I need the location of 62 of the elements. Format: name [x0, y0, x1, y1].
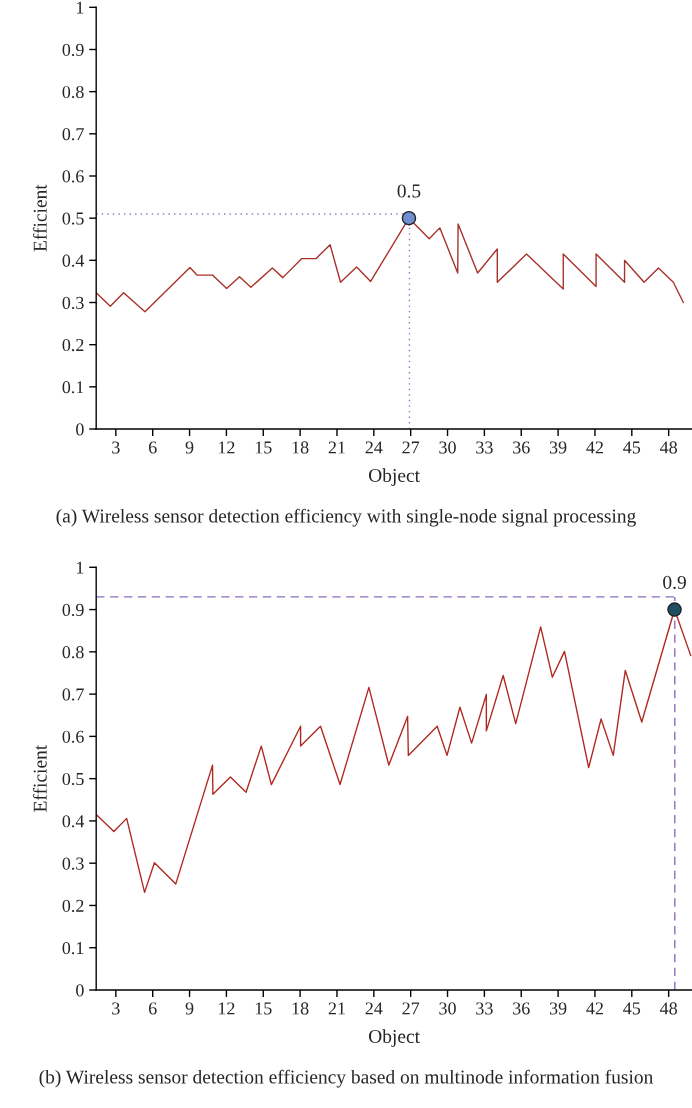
- y-tick-label: 0.1: [62, 941, 84, 955]
- y-tick-label: 0.9: [62, 43, 84, 56]
- y-tick-label: 0.2: [62, 899, 84, 912]
- y-tick-label: 1: [76, 561, 84, 574]
- x-tick-label: 48: [659, 1002, 677, 1015]
- y-tick-label: 0.5: [62, 212, 84, 225]
- x-tick-label: 27: [402, 1002, 420, 1015]
- x-tick-label: 30: [439, 441, 456, 454]
- y-tick-label: 0.8: [62, 85, 84, 99]
- x-tick-label: 12: [218, 441, 235, 454]
- y-tick-label: 0.3: [62, 857, 84, 870]
- annotation: 0.5: [397, 184, 421, 198]
- x-tick-label: 45: [623, 1002, 641, 1015]
- x-tick-label: 45: [623, 441, 641, 454]
- annotation: 0.9: [663, 575, 686, 590]
- y-tick-label: 0: [76, 423, 84, 436]
- y-tick-label: 0: [76, 984, 84, 997]
- x-tick-label: 39: [549, 1002, 567, 1015]
- x-tick-label: 33: [476, 441, 493, 454]
- x-tick-label: 24: [365, 1002, 383, 1015]
- text: (b) Wireless sensor detection efficiency based on multinode information fusion: [39, 1069, 654, 1088]
- x-tick-label: 12: [218, 1002, 235, 1015]
- x-tick-label: 21: [328, 1002, 345, 1015]
- x-tick-label: 6: [148, 441, 157, 454]
- text: (a) Wireless sensor detection efficiency with single-node signal processing: [56, 508, 636, 527]
- x-tick-label: 3: [112, 441, 120, 454]
- y-tick-label: 0.9: [62, 603, 84, 617]
- y-tick-label: 0.7: [62, 688, 84, 701]
- x-tick-label: 18: [292, 441, 309, 454]
- y-tick-label: 0.6: [62, 730, 84, 743]
- x-tick-label: 36: [513, 1002, 530, 1015]
- x-axis-title: Object: [368, 468, 420, 486]
- y-axis-title: Efficient: [32, 744, 47, 812]
- x-tick-label: 15: [255, 1002, 272, 1015]
- x-tick-label: 15: [255, 441, 272, 454]
- x-tick-label: 6: [148, 1002, 157, 1015]
- x-tick-label: 39: [549, 441, 567, 454]
- x-tick-label: 21: [328, 441, 345, 454]
- x-tick-label: 42: [586, 1002, 603, 1015]
- y-tick-label: 0.3: [62, 296, 84, 310]
- y-axis-title: Efficient: [32, 184, 47, 252]
- x-tick-label: 18: [292, 1002, 309, 1015]
- y-tick-label: 0.4: [62, 815, 85, 828]
- x-tick-label: 27: [402, 441, 420, 454]
- y-tick-label: 0.7: [62, 128, 84, 141]
- x-tick-label: 24: [365, 441, 383, 454]
- x-axis-title: Object: [368, 1029, 420, 1047]
- x-tick-label: 30: [439, 1002, 456, 1015]
- y-tick-label: 0.2: [62, 338, 84, 352]
- x-tick-label: 42: [586, 441, 603, 454]
- x-tick-label: 48: [659, 441, 677, 454]
- x-tick-label: 9: [185, 441, 194, 454]
- x-tick-label: 9: [185, 1002, 194, 1015]
- x-tick-label: 3: [112, 1002, 120, 1015]
- y-tick-label: 0.1: [62, 381, 84, 394]
- x-tick-label: 36: [513, 441, 530, 454]
- y-tick-label: 0.6: [62, 170, 84, 183]
- y-tick-label: 0.4: [62, 254, 85, 267]
- y-tick-label: 0.8: [62, 646, 84, 659]
- x-tick-label: 33: [476, 1002, 493, 1015]
- y-tick-label: 1: [76, 1, 84, 14]
- y-tick-label: 0.5: [62, 772, 84, 786]
